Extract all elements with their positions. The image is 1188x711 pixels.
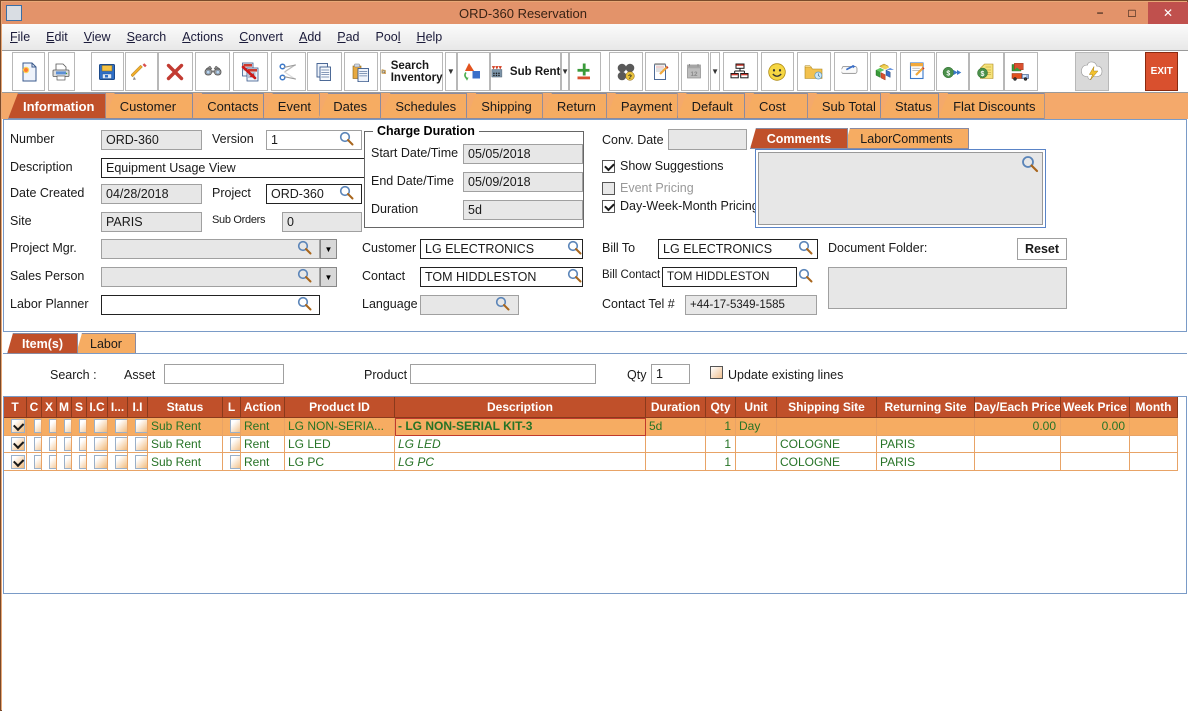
svg-text:$: $ [946, 70, 950, 77]
svg-text:12: 12 [690, 71, 698, 78]
svg-text:$: $ [981, 70, 985, 77]
svg-text:?: ? [628, 74, 632, 81]
